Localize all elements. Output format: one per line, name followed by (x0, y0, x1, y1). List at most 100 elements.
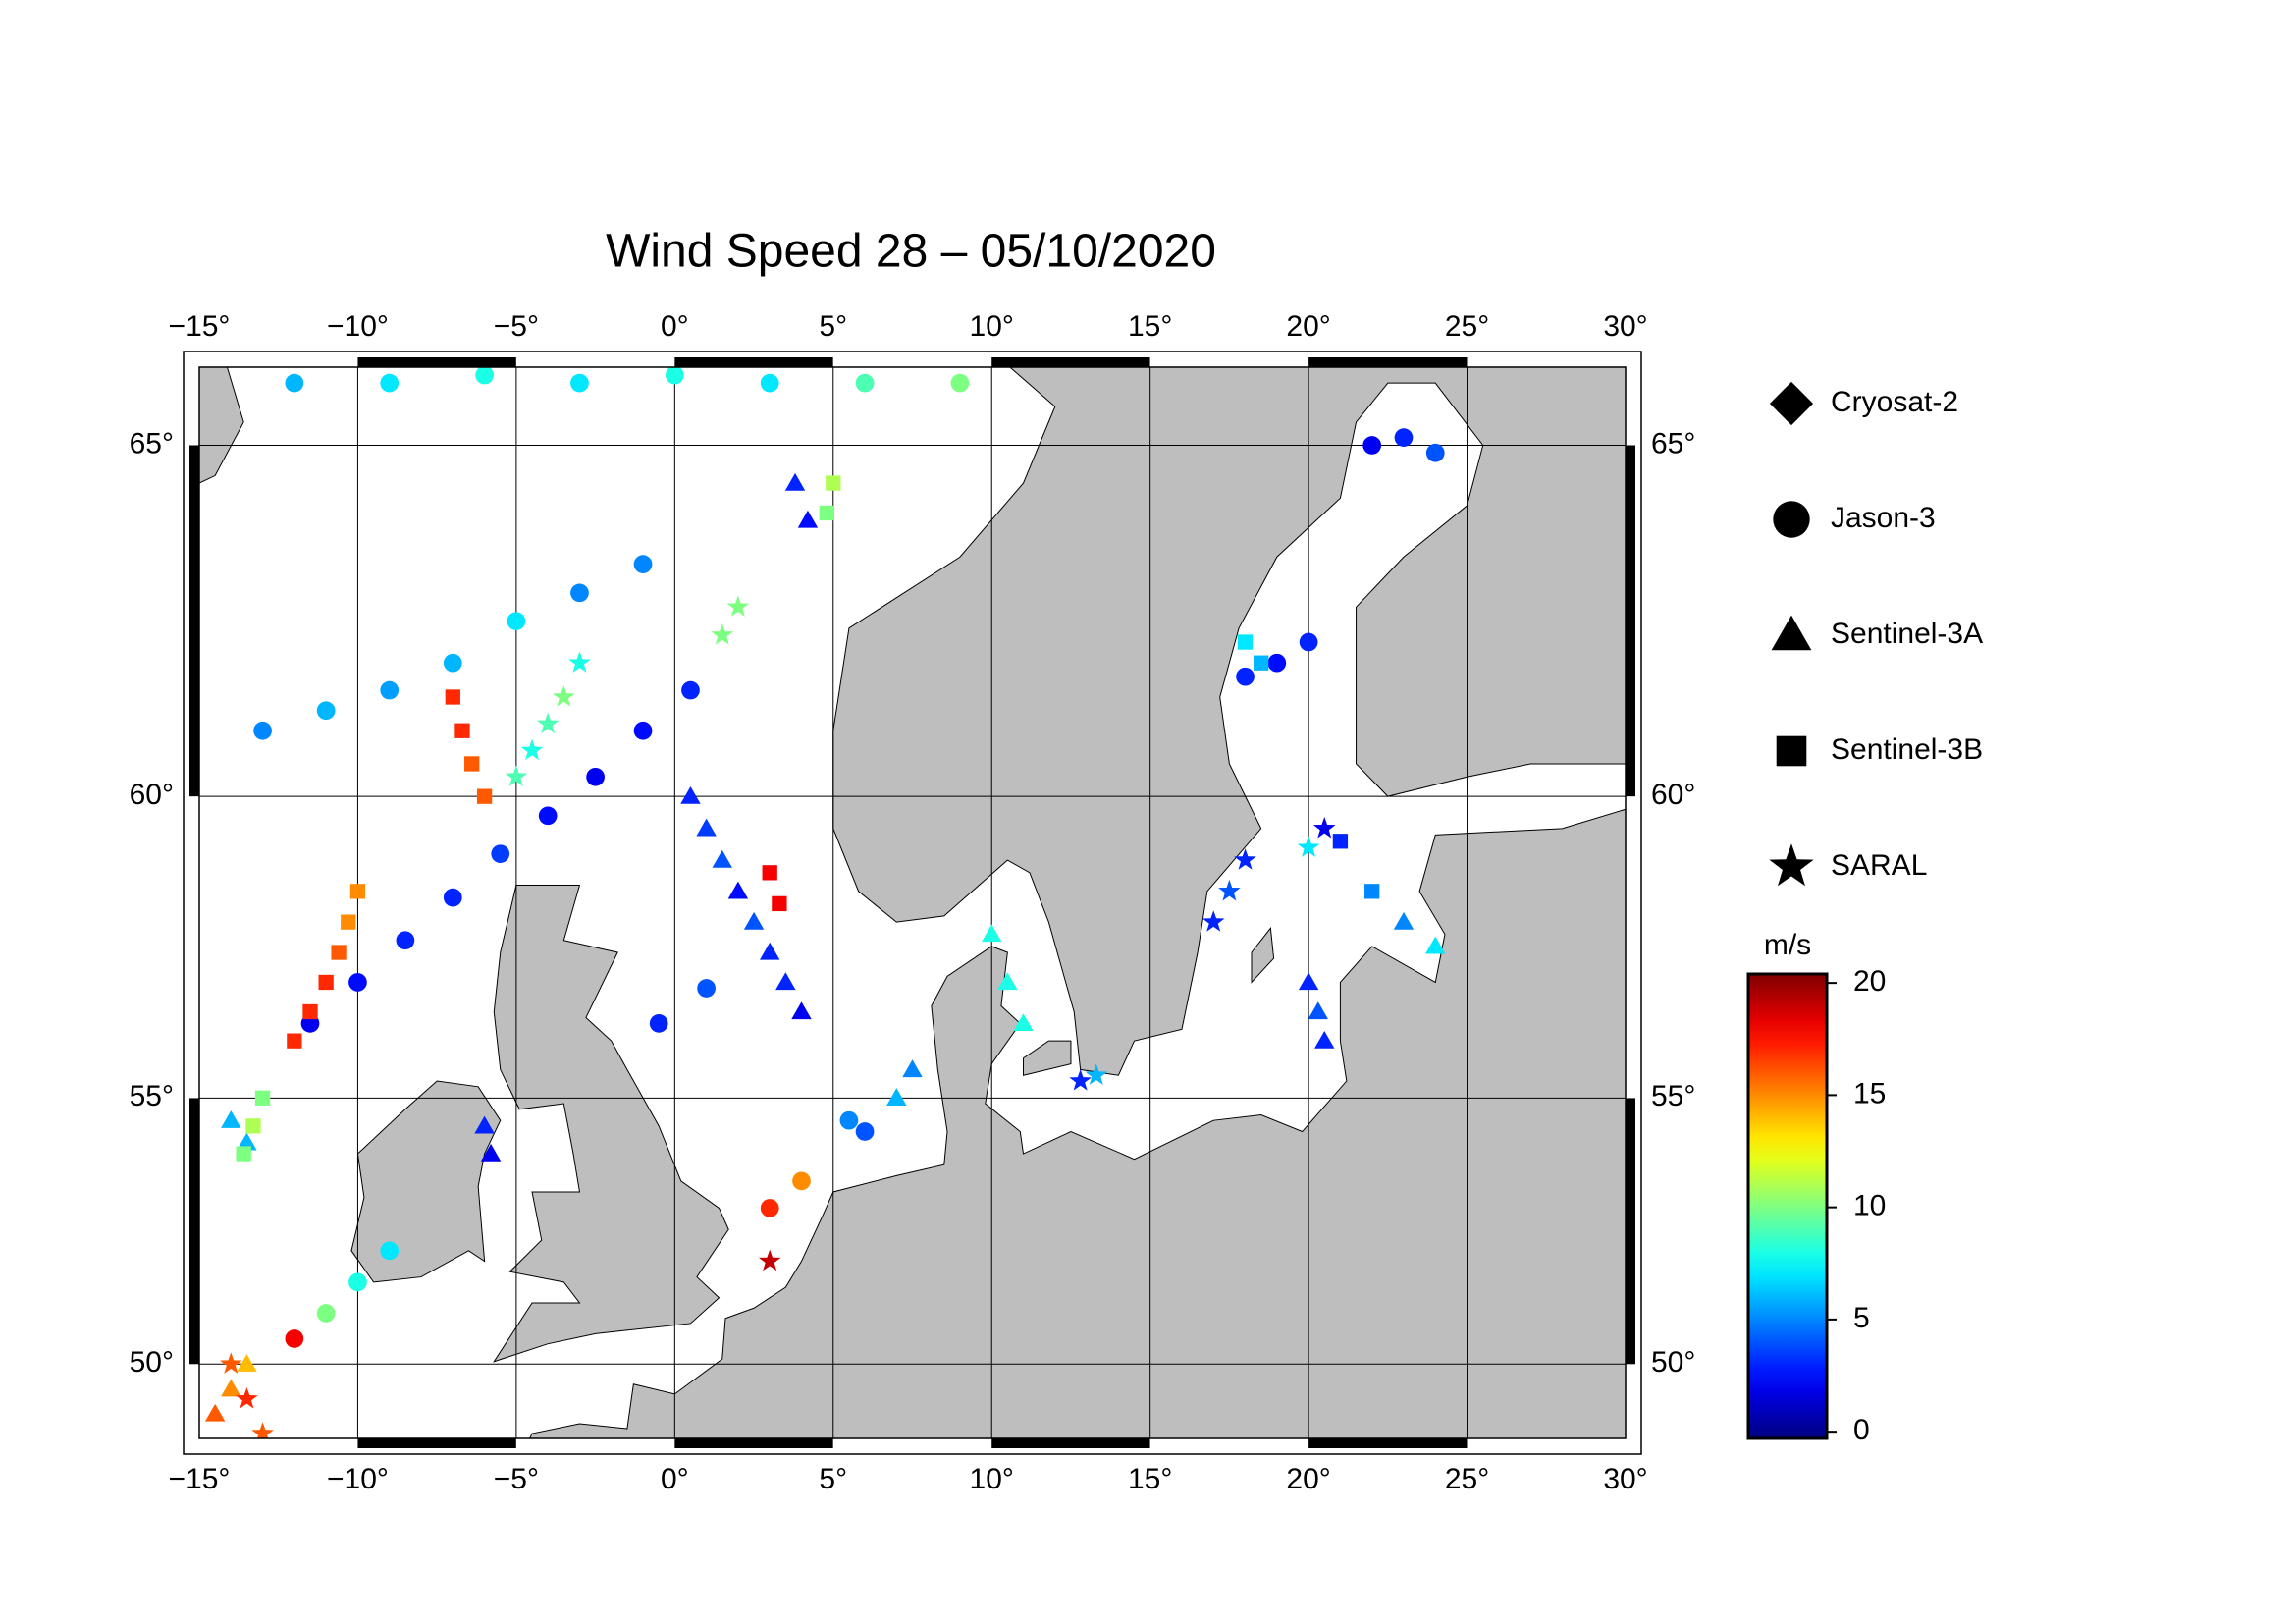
data-point (1234, 848, 1256, 870)
frame-bar (1626, 796, 1635, 1099)
x-tick-label: 25° (1445, 1463, 1489, 1495)
frame-bar (1149, 1438, 1309, 1448)
data-point (237, 1132, 257, 1151)
map-title: Wind Speed 28 – 05/10/2020 (606, 226, 1216, 278)
data-point (1312, 816, 1336, 839)
frame-bar (357, 1438, 516, 1448)
data-point (251, 1422, 274, 1438)
data-point (696, 818, 717, 837)
data-point (726, 595, 750, 617)
data-point (697, 979, 716, 998)
frame-bar (357, 357, 516, 367)
frame-bar (674, 357, 833, 367)
data-point (1085, 1063, 1108, 1085)
data-point (454, 723, 470, 738)
legend-marker (1771, 615, 1812, 651)
data-point (760, 1199, 779, 1217)
data-point (1254, 655, 1269, 671)
colorbar (1746, 972, 1829, 1440)
data-point (318, 974, 334, 991)
y-tick-label: 55° (1651, 1080, 1695, 1112)
data-point (221, 1379, 241, 1397)
data-point (475, 367, 494, 385)
frame-bar (991, 1438, 1150, 1448)
data-point (285, 1329, 304, 1348)
data-point (1299, 632, 1318, 652)
x-tick-label: 0° (661, 310, 689, 343)
frame-bar (189, 796, 199, 1099)
data-point (285, 373, 304, 393)
frame-bar (1467, 357, 1626, 367)
legend-marker (1769, 381, 1814, 426)
x-tick-label: 15° (1128, 310, 1172, 343)
data-point (520, 738, 544, 761)
data-point (570, 583, 589, 603)
data-point (712, 849, 732, 868)
x-tick-label: −15° (169, 1463, 231, 1495)
data-point (536, 712, 560, 734)
x-tick-label: −10° (327, 1463, 389, 1495)
data-point (507, 612, 526, 631)
data-point (1013, 1013, 1034, 1032)
land (350, 1080, 502, 1283)
data-point (902, 1059, 923, 1078)
data-point (480, 1143, 502, 1162)
data-point (791, 1001, 812, 1020)
data-point (380, 373, 400, 393)
data-point (474, 1115, 495, 1134)
data-point (568, 651, 591, 673)
x-tick-label: −10° (327, 310, 389, 343)
x-tick-label: 30° (1603, 1463, 1647, 1495)
data-point (1425, 443, 1445, 462)
data-point (396, 931, 415, 950)
data-point (443, 888, 462, 907)
x-tick-label: 10° (970, 310, 1014, 343)
data-point (1236, 667, 1255, 686)
data-point (839, 1110, 859, 1130)
frame-bar (1308, 1438, 1468, 1448)
data-point (253, 721, 272, 740)
colorbar-tick-label: 5 (1853, 1302, 1870, 1334)
x-tick-label: −5° (494, 310, 539, 343)
frame-bar (1626, 1098, 1635, 1365)
legend-marker (1776, 735, 1807, 767)
data-point (855, 373, 875, 393)
frame-bar (199, 1438, 358, 1448)
data-point (331, 945, 347, 960)
colorbar-tick-label: 20 (1853, 965, 1886, 998)
data-point (886, 1088, 907, 1106)
data-point (1237, 634, 1254, 650)
frame-bar (189, 1098, 199, 1365)
data-point (491, 844, 510, 864)
data-point (443, 653, 462, 673)
data-point (349, 884, 366, 899)
plot-area (199, 367, 1626, 1438)
frame-bar (832, 357, 992, 367)
frame-outer (183, 351, 1642, 1455)
data-point (445, 689, 460, 705)
data-point (348, 973, 367, 992)
data-point (950, 373, 970, 393)
frame-bar (832, 1438, 992, 1448)
data-point (681, 680, 700, 700)
frame-bar (1626, 1364, 1635, 1438)
data-point (727, 881, 749, 899)
land (493, 885, 729, 1363)
data-point (762, 865, 777, 881)
legend-marker (1773, 501, 1810, 538)
colorbar-tick-label: 0 (1853, 1414, 1870, 1446)
y-tick-label: 50° (130, 1346, 174, 1379)
frame-bar (199, 357, 358, 367)
land (529, 808, 1626, 1438)
y-tick-label: 65° (1651, 427, 1695, 460)
y-tick-label: 60° (130, 779, 174, 811)
data-point (586, 767, 605, 786)
data-point (1314, 1030, 1335, 1049)
frame-inner (198, 366, 1627, 1439)
y-tick-label: 55° (130, 1080, 174, 1112)
data-point (1201, 910, 1225, 932)
data-point (633, 721, 653, 740)
x-tick-label: 15° (1128, 1463, 1172, 1495)
